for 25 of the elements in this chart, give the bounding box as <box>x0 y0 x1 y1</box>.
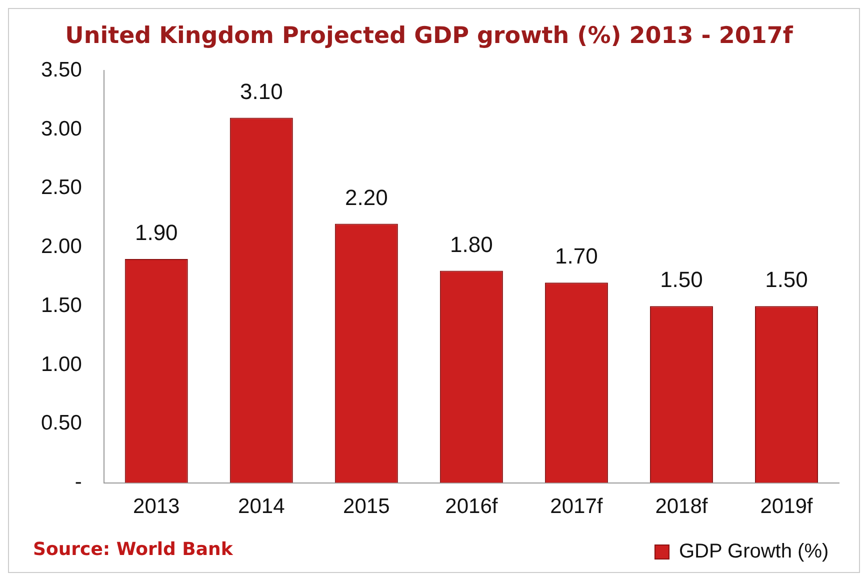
x-tick-label: 2019f <box>760 495 813 518</box>
y-tick-label: 2.50 <box>40 176 82 200</box>
y-tick-label: 1.50 <box>40 294 82 317</box>
x-tick-label: 2017f <box>550 495 603 518</box>
data-label: 3.10 <box>240 78 283 104</box>
data-label: 1.80 <box>450 232 493 257</box>
chart-title: United Kingdom Projected GDP growth (%) 2013 - 2017f <box>65 22 794 49</box>
data-label: 1.50 <box>660 267 703 292</box>
legend-label: GDP Growth (%) <box>678 540 829 563</box>
x-tick-label: 2013 <box>133 495 180 518</box>
y-tick-label: - <box>74 470 82 494</box>
data-label: 2.20 <box>345 184 388 210</box>
data-label: 1.70 <box>555 244 598 269</box>
source-note: Source: World Bank <box>33 539 233 560</box>
y-tick-label: 3.50 <box>40 58 82 82</box>
y-tick-label: 2.00 <box>40 235 82 258</box>
data-label: 1.50 <box>765 267 808 292</box>
data-label: 1.90 <box>134 220 178 246</box>
x-tick-label: 2018f <box>655 495 708 518</box>
x-tick-label: 2015 <box>343 495 390 518</box>
y-tick-label: 1.00 <box>40 352 82 376</box>
y-tick-label: 0.50 <box>40 412 82 435</box>
x-tick-label: 2016f <box>445 495 498 518</box>
x-tick-label: 2014 <box>238 495 286 518</box>
y-tick-label: 3.00 <box>40 117 82 140</box>
